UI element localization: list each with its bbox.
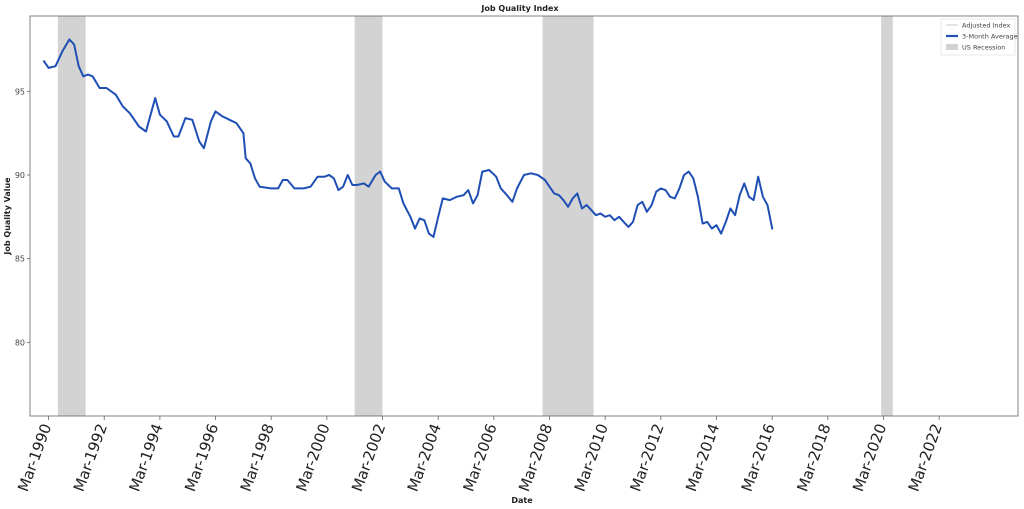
x-tick-label: Mar-1994	[125, 421, 166, 494]
x-tick-label: Mar-2006	[459, 421, 500, 494]
legend-label-adjusted-index: Adjusted Index	[962, 22, 1011, 30]
legend-label-us-recession: US Recession	[962, 44, 1005, 52]
series-lines	[42, 38, 774, 238]
y-tick-label: 95	[15, 87, 25, 96]
x-tick-label: Mar-2018	[793, 421, 834, 494]
x-tick-label: Mar-1996	[181, 421, 222, 494]
x-tick-label: Mar-2004	[404, 421, 445, 494]
x-tick-label: Mar-2022	[905, 421, 946, 494]
y-tick-label: 90	[15, 171, 25, 180]
tick-labels: 80 85 90 95 Mar-1990 Mar-1992 Mar-1994 Mar-1996…	[14, 87, 946, 494]
x-tick-label: Mar-2002	[348, 421, 389, 494]
y-tick-label: 80	[15, 338, 25, 347]
legend-label-3-month-average: 3-Month Average	[962, 33, 1018, 41]
series-line-1	[42, 38, 774, 238]
x-axis-label: Date	[511, 496, 533, 505]
recession-bands	[57, 16, 893, 416]
x-tick-label: Mar-2012	[626, 421, 667, 494]
y-axis-label: Job Quality Value	[3, 177, 12, 256]
x-tick-label: Mar-2016	[738, 421, 779, 494]
x-tick-label: Mar-1992	[70, 421, 111, 494]
recession-band-4	[881, 16, 893, 416]
y-tick-label: 85	[15, 255, 25, 264]
x-tick-label: Mar-2014	[682, 421, 723, 494]
x-tick-label: Mar-1990	[14, 421, 55, 494]
legend-swatch-us-recession	[946, 44, 958, 50]
axes	[27, 15, 1019, 420]
x-tick-label: Mar-2010	[571, 421, 612, 494]
recession-band-2	[354, 16, 383, 416]
chart-title: Job Quality Index	[480, 4, 559, 13]
plot-frame	[29, 15, 1019, 417]
recession-band-1	[57, 16, 86, 416]
x-tick-label: Mar-2008	[515, 421, 556, 494]
recession-band-3	[542, 16, 594, 416]
x-tick-label: Mar-2020	[849, 421, 890, 494]
legend: Adjusted Index 3-Month Average US Recess…	[940, 18, 1018, 56]
x-tick-label: Mar-2000	[292, 421, 333, 494]
x-tick-label: Mar-1998	[237, 421, 278, 494]
